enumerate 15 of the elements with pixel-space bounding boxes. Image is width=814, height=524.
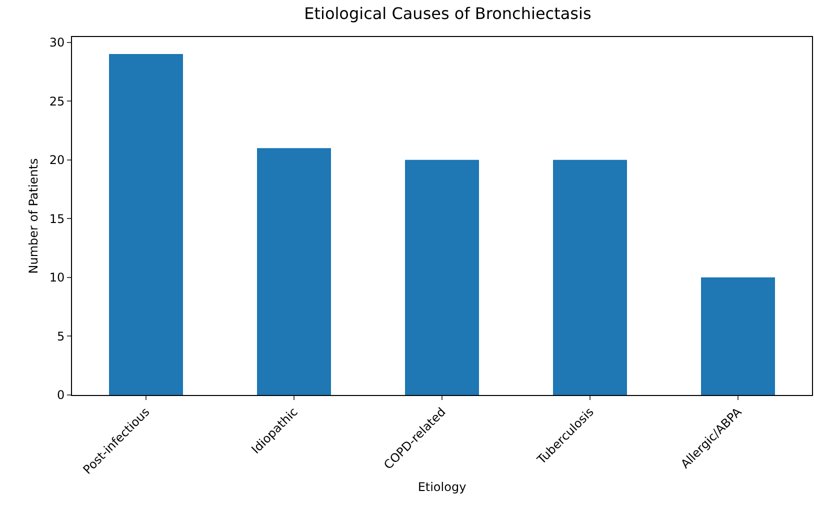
chart-title: Etiological Causes of Bronchiectasis — [304, 4, 592, 24]
bar — [701, 277, 775, 395]
y-axis-title: Number of Patients — [26, 158, 41, 274]
y-tick-label: 10 — [49, 270, 65, 285]
y-tick-label: 20 — [49, 153, 65, 168]
y-tick-label: 30 — [49, 35, 65, 50]
y-tick-label: 0 — [56, 388, 65, 402]
bar — [553, 160, 627, 395]
x-axis-title: Etiology — [418, 480, 466, 494]
bar — [405, 160, 479, 395]
bar — [109, 54, 183, 395]
bar — [257, 148, 331, 395]
y-tick-label: 5 — [56, 329, 65, 344]
y-tick-label: 25 — [49, 94, 65, 108]
y-tick-label: 15 — [49, 212, 65, 226]
